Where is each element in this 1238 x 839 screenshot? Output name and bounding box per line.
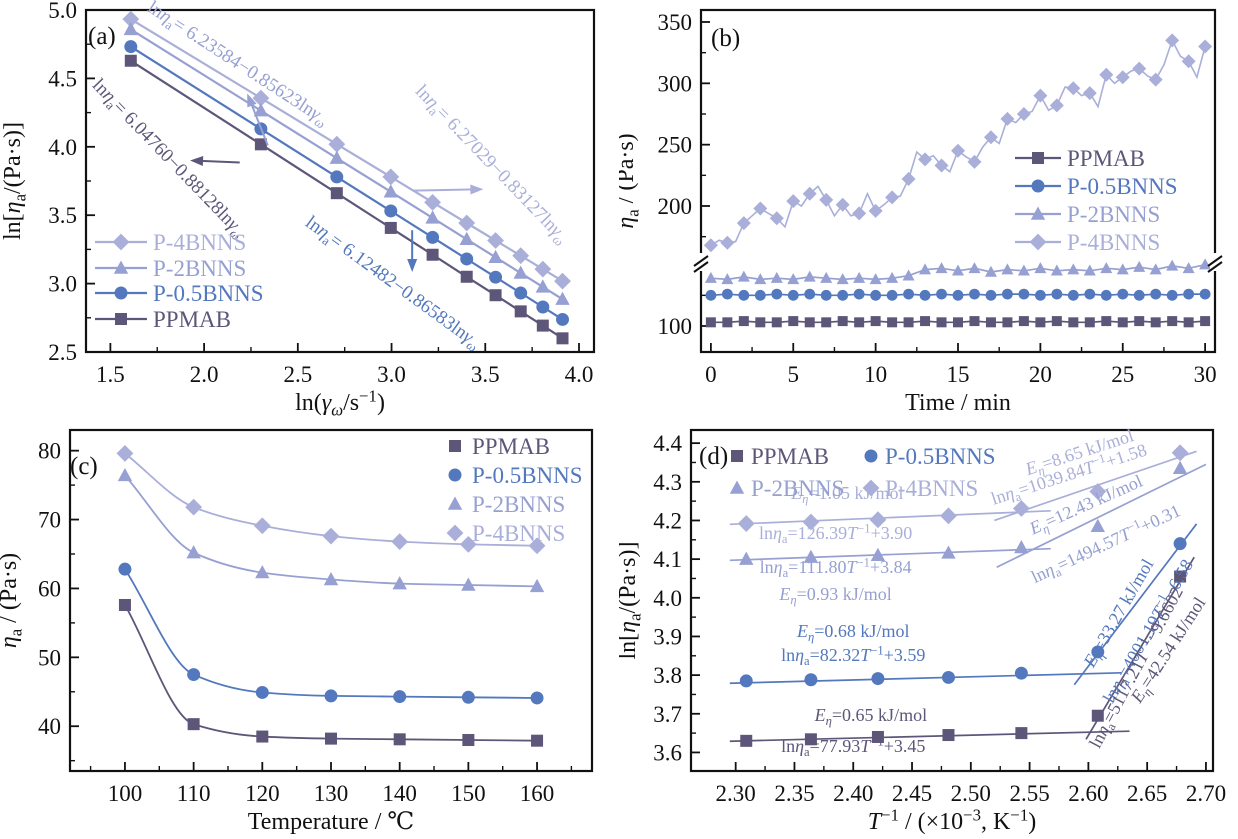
panel-d-chart: 2.30 2.35 2.40 2.45 2.50 2.55 2.60 2.65 2.70 3.6 3… <box>619 425 1226 835</box>
svg-text:4.0: 4.0 <box>48 135 77 160</box>
svg-text:P-2BNNS: P-2BNNS <box>751 476 844 501</box>
svg-text:250: 250 <box>658 133 693 158</box>
svg-text:2.70: 2.70 <box>1186 781 1226 806</box>
svg-text:60: 60 <box>38 576 61 601</box>
svg-text:ln(γω/s−1): ln(γω/s−1) <box>295 386 385 419</box>
svg-text:PPMAB: PPMAB <box>153 307 231 332</box>
svg-text:P-2BNNS: P-2BNNS <box>1067 202 1160 227</box>
svg-text:P-0.5BNNS: P-0.5BNNS <box>885 444 996 469</box>
svg-text:lnηa=77.93T−1+3.45: lnηa=77.93T−1+3.45 <box>781 735 925 760</box>
svg-text:PPMAB: PPMAB <box>472 434 550 459</box>
svg-text:ηa / (Pa·s): ηa / (Pa·s) <box>619 133 642 228</box>
svg-text:2.50: 2.50 <box>951 781 991 806</box>
svg-text:160: 160 <box>520 781 555 806</box>
svg-text:2.45: 2.45 <box>892 781 932 806</box>
svg-text:P-4BNNS: P-4BNNS <box>1067 230 1160 255</box>
svg-text:150: 150 <box>451 781 486 806</box>
svg-text:P-0.5BNNS: P-0.5BNNS <box>153 281 264 306</box>
svg-text:2.35: 2.35 <box>774 781 814 806</box>
svg-text:200: 200 <box>658 194 693 219</box>
svg-text:P-0.5BNNS: P-0.5BNNS <box>472 463 583 488</box>
svg-text:ln[ηa/(Pa·s)]: ln[ηa/(Pa·s)] <box>0 122 29 240</box>
svg-text:2.0: 2.0 <box>190 362 219 387</box>
svg-text:2.5: 2.5 <box>48 340 77 365</box>
svg-text:100: 100 <box>658 314 693 339</box>
svg-text:P-2BNNS: P-2BNNS <box>153 256 246 281</box>
svg-text:140: 140 <box>382 781 417 806</box>
svg-text:2.5: 2.5 <box>283 362 312 387</box>
svg-text:3.0: 3.0 <box>48 272 77 297</box>
svg-text:20: 20 <box>1029 362 1052 387</box>
svg-text:P-4BNNS: P-4BNNS <box>885 476 978 501</box>
svg-text:1.5: 1.5 <box>96 362 125 387</box>
svg-text:(b): (b) <box>711 25 740 52</box>
svg-text:4.1: 4.1 <box>653 547 682 572</box>
svg-text:T−1 / (×10−3, K−1): T−1 / (×10−3, K−1) <box>868 805 1036 835</box>
svg-text:2.30: 2.30 <box>716 781 756 806</box>
svg-text:P-2BNNS: P-2BNNS <box>472 492 565 517</box>
svg-text:ηa / (Pa·s): ηa / (Pa·s) <box>0 553 25 648</box>
svg-text:Eη=1.05 kJ/mol: Eη=1.05 kJ/mol <box>790 483 903 506</box>
svg-text:120: 120 <box>245 781 280 806</box>
svg-text:80: 80 <box>38 439 61 464</box>
svg-text:ln[ηa/(Pa·s)]: ln[ηa/(Pa·s)] <box>619 541 644 659</box>
panel-b-chart: 0 5 10 15 20 25 30 100 200 250 300 350 Time / min ηa … <box>619 8 1223 416</box>
svg-text:5: 5 <box>788 362 800 387</box>
svg-text:3.0: 3.0 <box>377 362 406 387</box>
svg-text:4.0: 4.0 <box>565 362 594 387</box>
svg-text:Time / min: Time / min <box>905 390 1011 416</box>
svg-text:Temperature / ℃: Temperature / ℃ <box>248 809 414 835</box>
svg-text:(d): (d) <box>699 443 728 470</box>
svg-text:3.5: 3.5 <box>471 362 500 387</box>
svg-text:100: 100 <box>108 781 143 806</box>
svg-text:130: 130 <box>314 781 349 806</box>
svg-text:Eη=0.93 kJ/mol: Eη=0.93 kJ/mol <box>778 584 891 607</box>
svg-text:3.5: 3.5 <box>48 203 77 228</box>
svg-text:Eη=0.68 kJ/mol: Eη=0.68 kJ/mol <box>796 621 909 644</box>
svg-text:lnηa=111.80T−1+3.84: lnηa=111.80T−1+3.84 <box>760 556 912 581</box>
svg-text:10: 10 <box>864 362 887 387</box>
svg-text:300: 300 <box>658 71 693 96</box>
svg-text:2.40: 2.40 <box>833 781 873 806</box>
svg-text:P-4BNNS: P-4BNNS <box>153 230 246 255</box>
svg-text:(a): (a) <box>88 23 116 50</box>
svg-text:PPMAB: PPMAB <box>751 444 829 469</box>
svg-text:50: 50 <box>38 645 61 670</box>
svg-text:70: 70 <box>38 508 61 533</box>
panel-a-chart: 1.5 2.0 2.5 3.0 3.5 4.0 2.5 3.0 3.5 4.0 4.5 5.0 ln(γ… <box>0 0 596 419</box>
svg-text:3.6: 3.6 <box>653 740 682 765</box>
svg-text:lnηa=82.32T−1+3.59: lnηa=82.32T−1+3.59 <box>781 643 925 668</box>
svg-text:4.2: 4.2 <box>653 508 682 533</box>
svg-text:(c): (c) <box>70 453 98 480</box>
svg-text:lnηa=126.39T−1+3.90: lnηa=126.39T−1+3.90 <box>759 522 912 547</box>
panel-c-chart: 100 110 120 130 140 150 160 40 50 60 70 80 Temperatu… <box>0 428 594 835</box>
svg-text:110: 110 <box>177 781 211 806</box>
svg-text:3.9: 3.9 <box>653 624 682 649</box>
svg-text:Eη=0.65 kJ/mol: Eη=0.65 kJ/mol <box>814 705 927 728</box>
svg-text:4.0: 4.0 <box>653 586 682 611</box>
svg-text:5.0: 5.0 <box>48 0 77 23</box>
svg-text:40: 40 <box>38 714 61 739</box>
svg-text:30: 30 <box>1194 362 1217 387</box>
svg-text:P-0.5BNNS: P-0.5BNNS <box>1067 174 1178 199</box>
svg-text:3.8: 3.8 <box>653 663 682 688</box>
svg-text:P-4BNNS: P-4BNNS <box>472 521 565 546</box>
svg-text:PPMAB: PPMAB <box>1067 146 1145 171</box>
svg-text:25: 25 <box>1111 362 1134 387</box>
svg-text:350: 350 <box>658 10 693 35</box>
svg-text:4.3: 4.3 <box>653 470 682 495</box>
svg-text:2.55: 2.55 <box>1009 781 1049 806</box>
svg-text:0: 0 <box>705 362 717 387</box>
svg-text:15: 15 <box>947 362 970 387</box>
svg-text:2.65: 2.65 <box>1127 781 1167 806</box>
svg-text:3.7: 3.7 <box>653 702 682 727</box>
svg-text:4.4: 4.4 <box>653 431 682 456</box>
svg-text:2.60: 2.60 <box>1068 781 1108 806</box>
svg-text:4.5: 4.5 <box>48 66 77 91</box>
